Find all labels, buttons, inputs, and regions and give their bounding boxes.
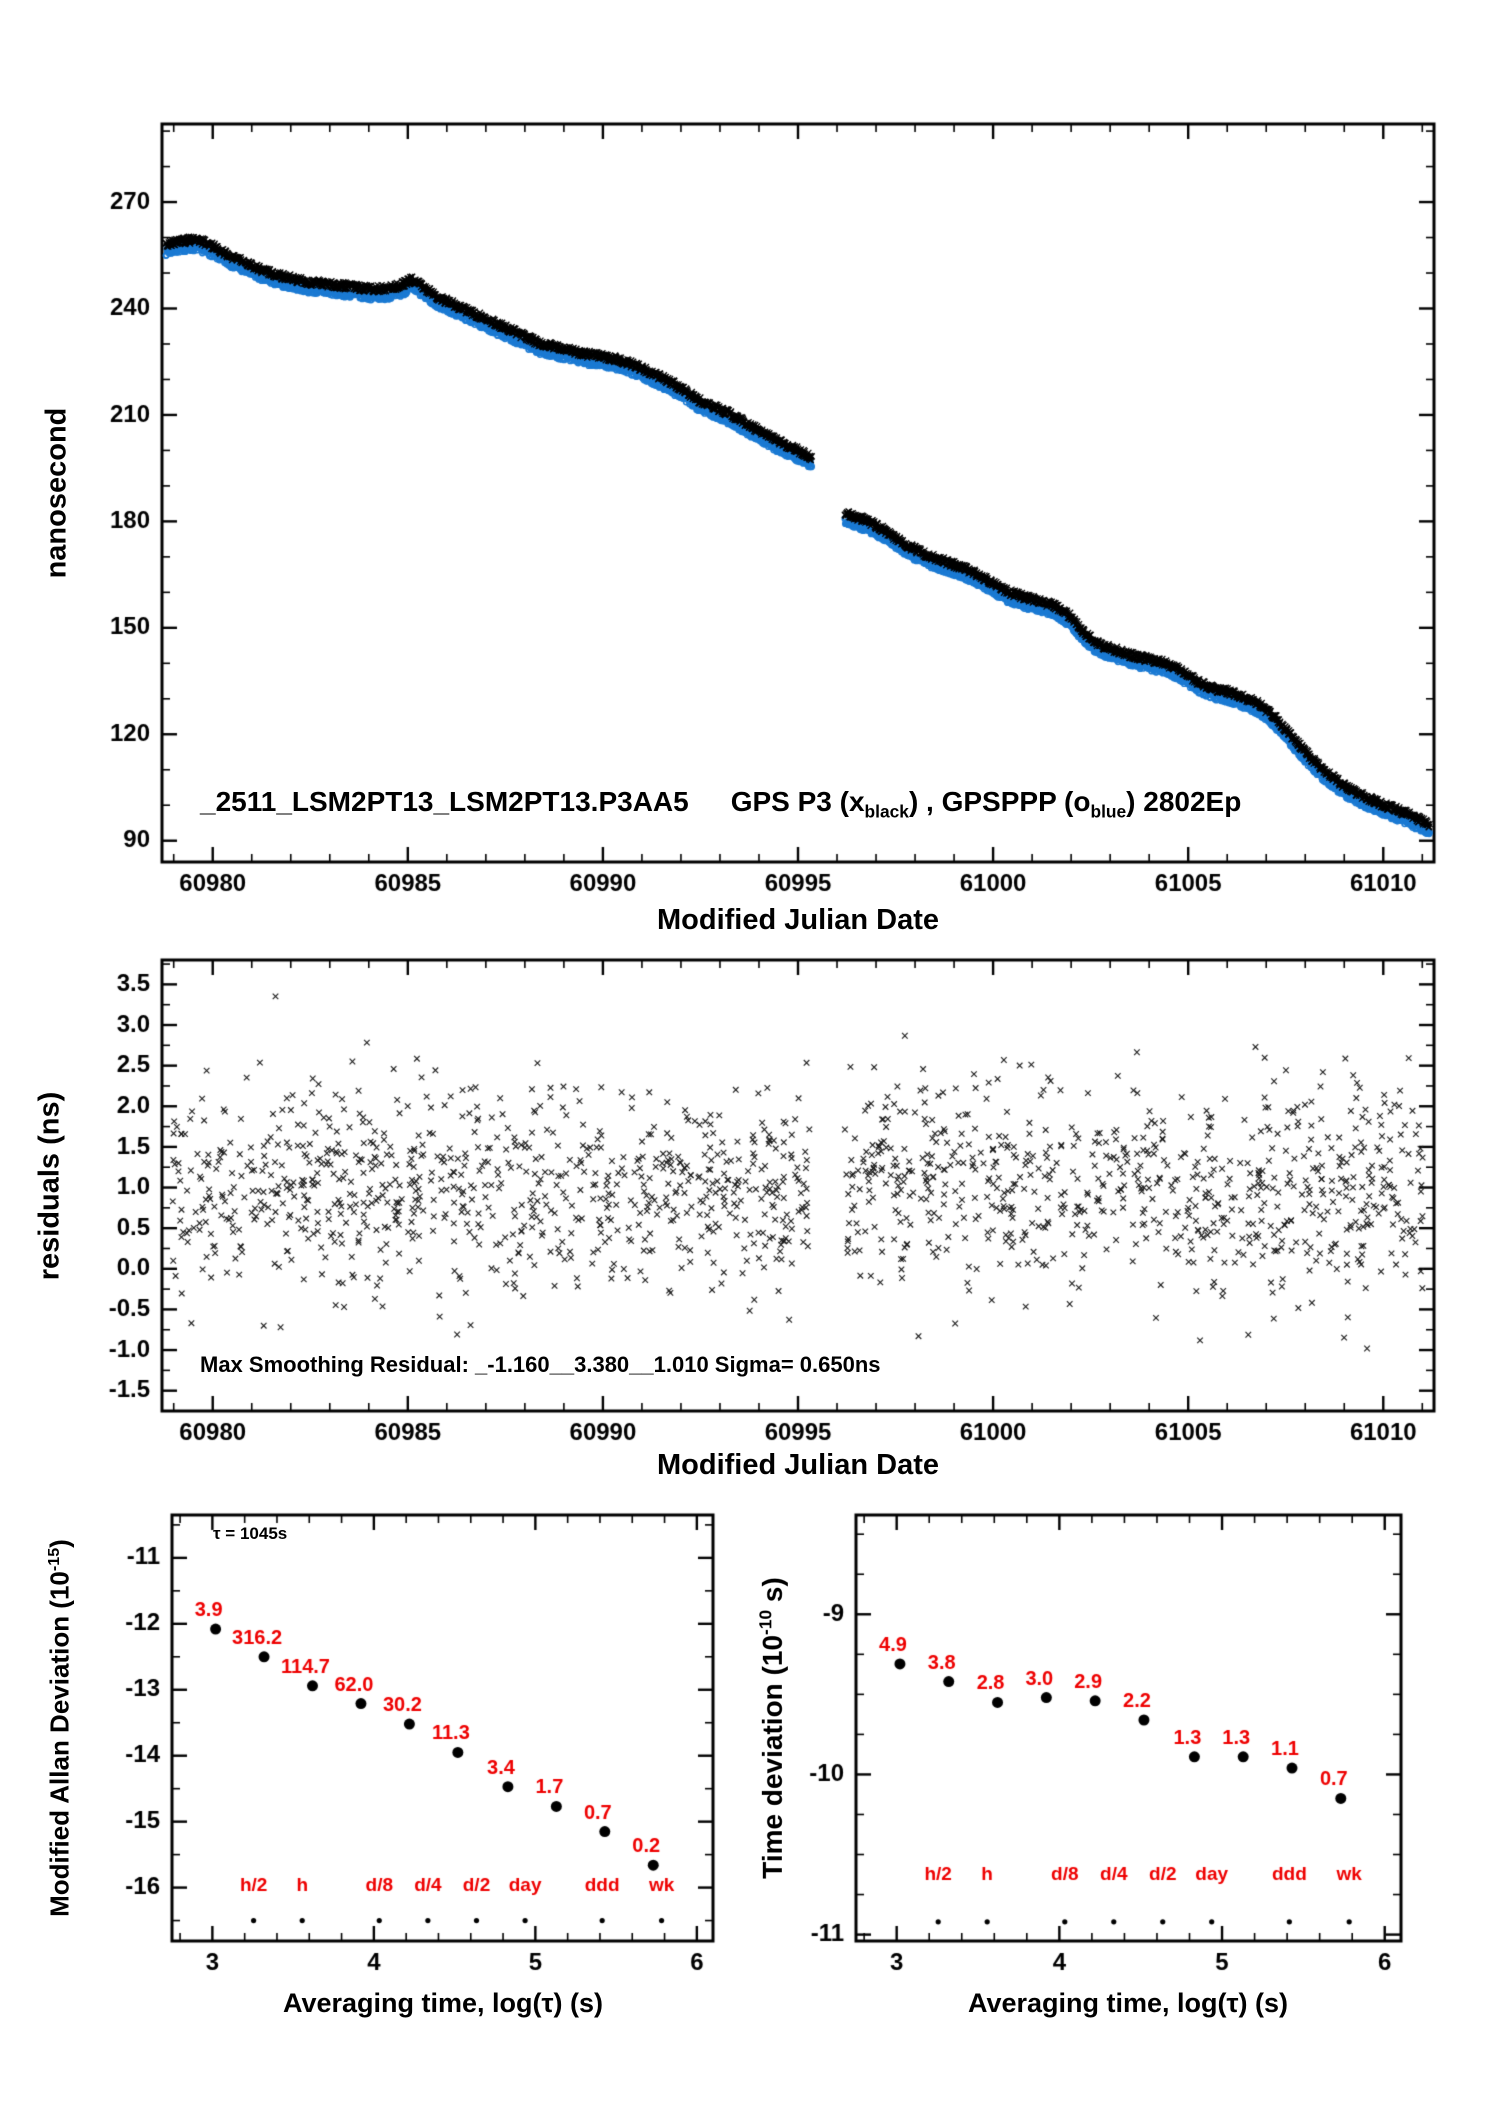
residuals-x-axis-label: Modified Julian Date bbox=[657, 1449, 939, 1481]
mdev-x-axis-label: Averaging time, log(τ) (s) bbox=[282, 1988, 604, 2018]
phase-y-axis-label: nanosecond bbox=[40, 407, 73, 579]
tdev-x-axis-label: Averaging time, log(τ) (s) bbox=[967, 1988, 1289, 2018]
residuals-y-axis-label: residuals (ns) bbox=[33, 1091, 66, 1281]
tdev-y-axis-label: Time deviation (10-10 s) bbox=[755, 1577, 788, 1879]
gps-series-color-sub: black bbox=[864, 801, 909, 822]
residuals-annotation: Max Smoothing Residual: _-1.160__3.380__… bbox=[200, 1352, 881, 1377]
clock-link-id: _2511_LSM2PT13_LSM2PT13.P3AA5 bbox=[200, 786, 689, 817]
series-separator: ) , GPSPPP (o bbox=[908, 786, 1091, 817]
epoch-count-label: ) 2802Ep bbox=[1126, 786, 1242, 817]
phase-annotation: _2511_LSM2PT13_LSM2PT13.P3AA5 GPS P3 (xbl… bbox=[200, 786, 1241, 823]
mdev-y-axis-label: Modified Allan Deviation (10-15) bbox=[44, 1539, 75, 1917]
gps-series-label: GPS P3 (x bbox=[730, 786, 865, 817]
phase-x-axis-label: Modified Julian Date bbox=[657, 904, 939, 936]
mdev-tau-note: τ = 1045s bbox=[213, 1524, 288, 1543]
ppp-series-color-sub: blue bbox=[1090, 801, 1127, 822]
